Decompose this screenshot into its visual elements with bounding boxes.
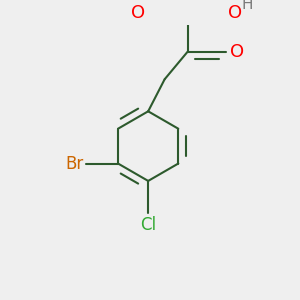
Text: O: O (230, 43, 244, 61)
Text: Cl: Cl (140, 216, 156, 234)
Text: O: O (131, 4, 146, 22)
Text: H: H (242, 0, 253, 12)
Text: Br: Br (65, 154, 83, 172)
Text: O: O (228, 4, 242, 22)
